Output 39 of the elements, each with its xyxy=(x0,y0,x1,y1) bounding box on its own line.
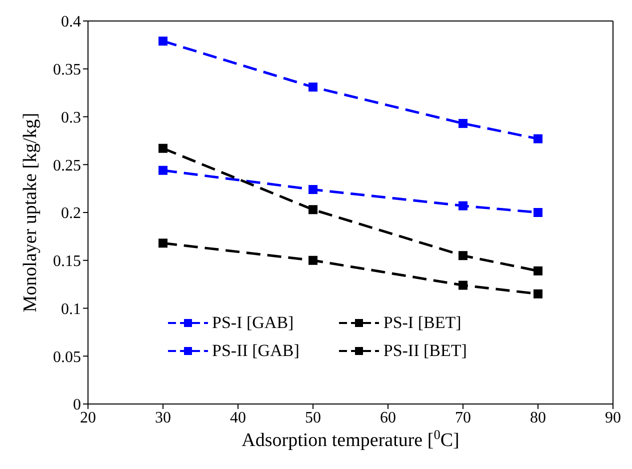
x-axis-title: Adsorption temperature [$^{0}$C] xyxy=(242,426,460,451)
point xyxy=(308,256,318,265)
x-tick-label: 90 xyxy=(605,409,621,426)
point xyxy=(308,82,318,92)
point xyxy=(158,36,168,46)
x-tick-label: 40 xyxy=(230,409,246,426)
legend-label: PS-II [GAB] xyxy=(212,341,300,361)
point xyxy=(308,205,318,214)
point xyxy=(158,166,168,175)
point xyxy=(534,266,542,276)
legend-label: PS-I [GAB] xyxy=(212,313,294,333)
point xyxy=(534,134,542,144)
y-tick-label: 0.1 xyxy=(61,300,81,318)
y-tick-label: 0.25 xyxy=(53,157,81,174)
point xyxy=(308,185,318,194)
y-tick-label: 0 xyxy=(73,396,81,414)
point xyxy=(534,208,542,217)
x-tick-label: 20 xyxy=(80,409,96,426)
y-tick-label: 0.4 xyxy=(61,14,81,31)
y-tick-label: 0.05 xyxy=(53,348,81,366)
point xyxy=(458,118,468,128)
x-tick-label: 50 xyxy=(305,409,321,426)
legend-label: PS-II [BET] xyxy=(383,341,467,361)
point xyxy=(534,289,542,298)
y-tick-label: 0.2 xyxy=(61,205,81,222)
x-tick-label: 60 xyxy=(380,409,396,426)
y-tick-label: 0.3 xyxy=(61,109,81,126)
point xyxy=(458,201,468,210)
point xyxy=(458,251,468,260)
y-axis-title: Monolayer uptake [kg/kg] xyxy=(20,112,41,312)
x-tick-label: 80 xyxy=(530,409,546,426)
point xyxy=(158,238,168,248)
x-tick-label: 30 xyxy=(155,409,171,426)
legend-label: PS-I [BET] xyxy=(383,313,462,333)
y-tick-label: 0.15 xyxy=(53,253,81,270)
y-tick-label: 0.35 xyxy=(53,62,81,79)
point xyxy=(458,280,468,290)
point xyxy=(158,144,168,153)
x-tick-label: 70 xyxy=(455,409,471,426)
